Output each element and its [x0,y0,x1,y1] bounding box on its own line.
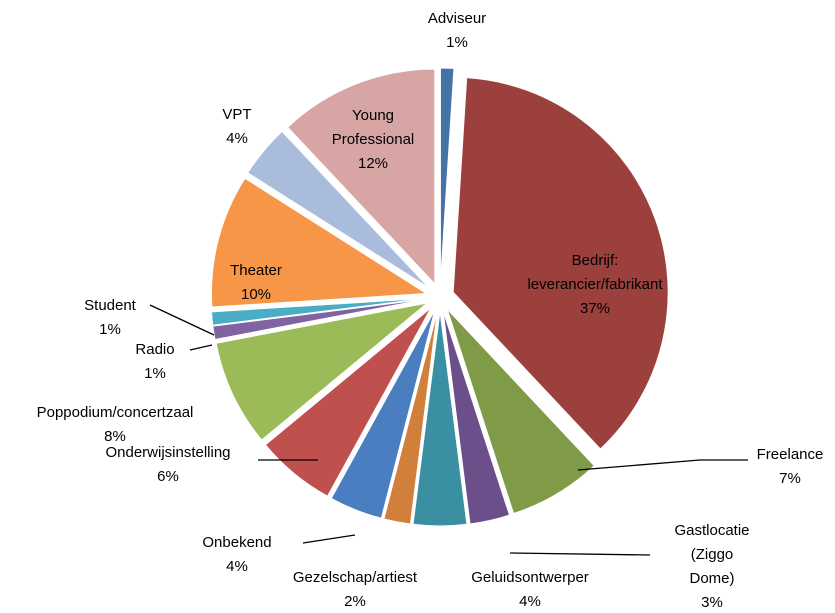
category-label-line: Geluidsontwerper [471,569,589,586]
category-label-line: Onbekend [202,534,271,551]
value-label: 6% [157,468,179,485]
category-label: VPT [222,106,251,123]
category-label: Freelance [757,446,824,463]
category-label: Onbekend [202,534,271,551]
value-label: 1% [144,365,166,382]
category-label-line: Freelance [757,446,824,463]
value-label: 7% [779,470,801,487]
category-label-line: Onderwijsinstelling [105,444,230,461]
category-label-line: Radio [135,341,174,358]
pie-slice [246,130,430,289]
pie-slice [215,302,428,441]
leader-line [577,459,748,471]
category-label-line: Gastlocatie [674,522,749,539]
category-label-line: Dome) [689,570,734,587]
pie-slice [442,310,511,525]
leader-line [302,534,356,544]
category-label: Poppodium/concertzaal [37,404,194,421]
category-label-line: Student [84,297,137,314]
value-label: 8% [104,428,126,445]
value-label: 3% [701,594,723,611]
category-label: Radio [135,341,174,358]
category-label: Gezelschap/artiest [293,569,418,586]
pie-slice [210,297,427,326]
category-label-line: leverancier/fabrikant [527,276,663,293]
value-label: 4% [226,130,248,147]
category-label: Student [84,297,137,314]
pie-slice [286,68,436,286]
category-label-line: Gezelschap/artiest [293,569,418,586]
value-label: 12% [358,155,388,172]
value-label: 1% [446,34,468,51]
pie-slice [210,177,429,308]
category-label: Gastlocatie (Ziggo Dome) [674,522,749,587]
category-label: Theater [230,262,282,279]
category-label: Young Professional [332,107,415,148]
pie-slice [264,307,432,497]
category-label-line: (Ziggo [691,546,734,563]
pie-slice [383,310,438,525]
value-label: 1% [99,321,121,338]
pie-slice [439,67,455,284]
value-label: 37% [580,300,610,317]
value-label: 4% [519,593,541,610]
leader-line [509,552,651,556]
category-label: Geluidsontwerper [471,569,589,586]
pie-slice [330,309,436,519]
category-label-line: Young [352,107,394,124]
category-label-line: Theater [230,262,282,279]
pie-slice [446,308,596,515]
category-label-line: VPT [222,106,251,123]
pie-slice [412,310,468,527]
leader-line [189,344,213,351]
pie-slice [452,77,669,450]
category-label: Bedrijf: leverancier/fabrikant [527,252,663,293]
category-label-line: Bedrijf: [572,252,619,269]
category-label-line: Poppodium/concertzaal [37,404,194,421]
value-label: 2% [344,593,366,610]
value-label: 10% [241,286,271,303]
category-label-line: Adviseur [428,10,486,27]
category-label: Onderwijsinstelling [105,444,230,461]
category-label-line: Professional [332,131,415,148]
pie-slice [212,298,427,341]
leader-line [149,304,215,336]
value-label: 4% [226,558,248,575]
category-label: Adviseur [428,10,486,27]
